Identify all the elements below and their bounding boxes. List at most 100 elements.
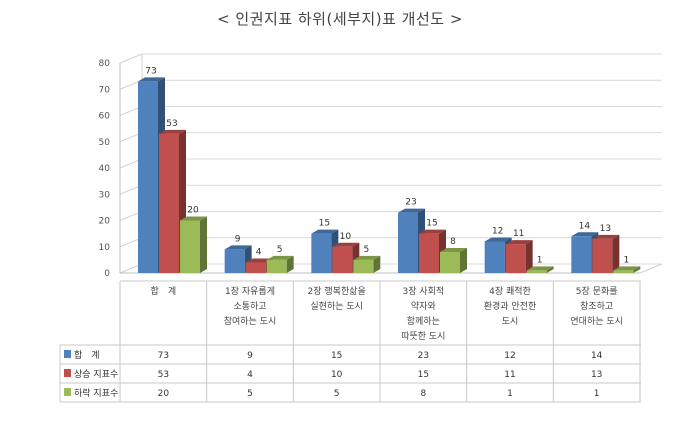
bar — [613, 270, 634, 273]
bar-top — [419, 229, 446, 234]
category-label: 4장 쾌적한 — [489, 285, 531, 297]
bar-top — [398, 208, 425, 213]
bar-top — [332, 242, 360, 247]
category-label: 함께하는 — [407, 316, 440, 327]
table-value: 10 — [331, 370, 343, 380]
bar-side — [546, 266, 554, 273]
data-label: 20 — [187, 206, 199, 216]
bar — [353, 259, 374, 273]
bar — [224, 249, 245, 273]
table-value: 11 — [504, 370, 515, 380]
bar-top — [526, 266, 554, 271]
table-value: 73 — [158, 351, 169, 361]
legend-swatch — [64, 350, 71, 358]
bar — [571, 236, 592, 273]
category-label: 연대하는 도시 — [570, 316, 623, 327]
category-label: 환경과 안전한 — [484, 300, 537, 312]
data-label: 53 — [166, 119, 177, 129]
category-label: 1장 자유롭게 — [225, 286, 275, 297]
y-tick-label: 10 — [99, 243, 111, 253]
bar-side — [200, 216, 207, 273]
bar-top — [353, 255, 381, 260]
bar-top — [571, 232, 599, 237]
bar — [332, 246, 353, 273]
bar — [180, 220, 200, 273]
table-value: 15 — [418, 370, 429, 380]
bar-side — [633, 266, 641, 273]
bar-top — [613, 266, 641, 271]
legend-swatch — [64, 369, 71, 377]
bar — [484, 241, 505, 273]
y-tick-label: 30 — [99, 190, 111, 200]
floor-edge — [639, 263, 663, 274]
table-value: 4 — [247, 370, 253, 380]
table-value: 15 — [331, 351, 342, 361]
legend-swatch — [64, 388, 71, 396]
bar-top — [311, 229, 339, 234]
y-tick-label: 70 — [99, 85, 111, 95]
y-tick-label: 20 — [99, 217, 111, 227]
category-label: 5장 문화를 — [576, 286, 618, 297]
legend-label: 상승 지표수 — [74, 369, 118, 380]
table-value: 5 — [247, 389, 253, 399]
data-label: 12 — [492, 227, 503, 237]
category-label: 창조하고 — [580, 301, 613, 312]
bar-side — [612, 234, 620, 273]
data-label: 8 — [450, 237, 456, 247]
table-value: 12 — [504, 351, 515, 361]
table-value: 8 — [420, 389, 426, 399]
y-tick-label: 60 — [99, 112, 111, 122]
category-label: 실현하는 도시 — [310, 301, 363, 312]
data-label: 15 — [426, 219, 437, 229]
y-tick-label: 50 — [99, 138, 111, 148]
bar — [266, 259, 287, 273]
bar-top — [224, 245, 252, 250]
gridline-diagonal — [119, 53, 143, 64]
category-label: 따뜻한 도시 — [401, 331, 445, 342]
bar — [505, 244, 526, 273]
category-label: 2장 행복한삶을 — [308, 285, 366, 297]
data-label: 9 — [235, 234, 241, 244]
category-label: 도시 — [502, 316, 519, 327]
bar-top — [159, 129, 186, 134]
data-label: 11 — [513, 229, 524, 239]
data-label: 4 — [256, 248, 262, 258]
data-label: 10 — [340, 232, 352, 242]
bar — [245, 262, 266, 273]
table-value: 1 — [507, 389, 513, 399]
category-label: 합 계 — [151, 285, 177, 297]
category-label: 약자와 — [411, 300, 436, 312]
bar — [159, 133, 179, 273]
bar — [419, 233, 439, 273]
y-tick-label: 40 — [99, 164, 111, 174]
data-label: 1 — [537, 255, 543, 265]
table-value: 9 — [247, 351, 253, 361]
bar — [592, 238, 613, 273]
category-label: 소통하고 — [233, 301, 266, 312]
bar — [398, 212, 418, 273]
y-tick-label: 80 — [99, 59, 111, 69]
table-value: 13 — [591, 370, 602, 380]
bar-side — [373, 255, 381, 273]
bar — [440, 252, 460, 273]
bar-top — [138, 77, 165, 82]
bar-top — [180, 216, 207, 221]
data-label: 23 — [405, 198, 416, 208]
data-label: 15 — [319, 219, 330, 229]
table-value: 20 — [158, 389, 170, 399]
data-label: 5 — [277, 245, 283, 255]
data-label: 1 — [623, 255, 629, 265]
table-value: 23 — [418, 351, 429, 361]
bar — [311, 233, 332, 273]
bar-side — [286, 255, 294, 273]
table-value: 14 — [591, 351, 603, 361]
data-label: 13 — [600, 224, 611, 234]
bar — [138, 81, 158, 273]
chart-title: < 인권지표 하위(세부지)표 개선도 > — [217, 10, 463, 28]
data-label: 14 — [579, 221, 591, 231]
bar-top — [592, 234, 620, 239]
y-tick-label: 0 — [104, 269, 110, 279]
category-label: 3장 사회적 — [402, 285, 444, 297]
legend-label: 합 계 — [74, 349, 100, 361]
bar — [526, 270, 547, 273]
